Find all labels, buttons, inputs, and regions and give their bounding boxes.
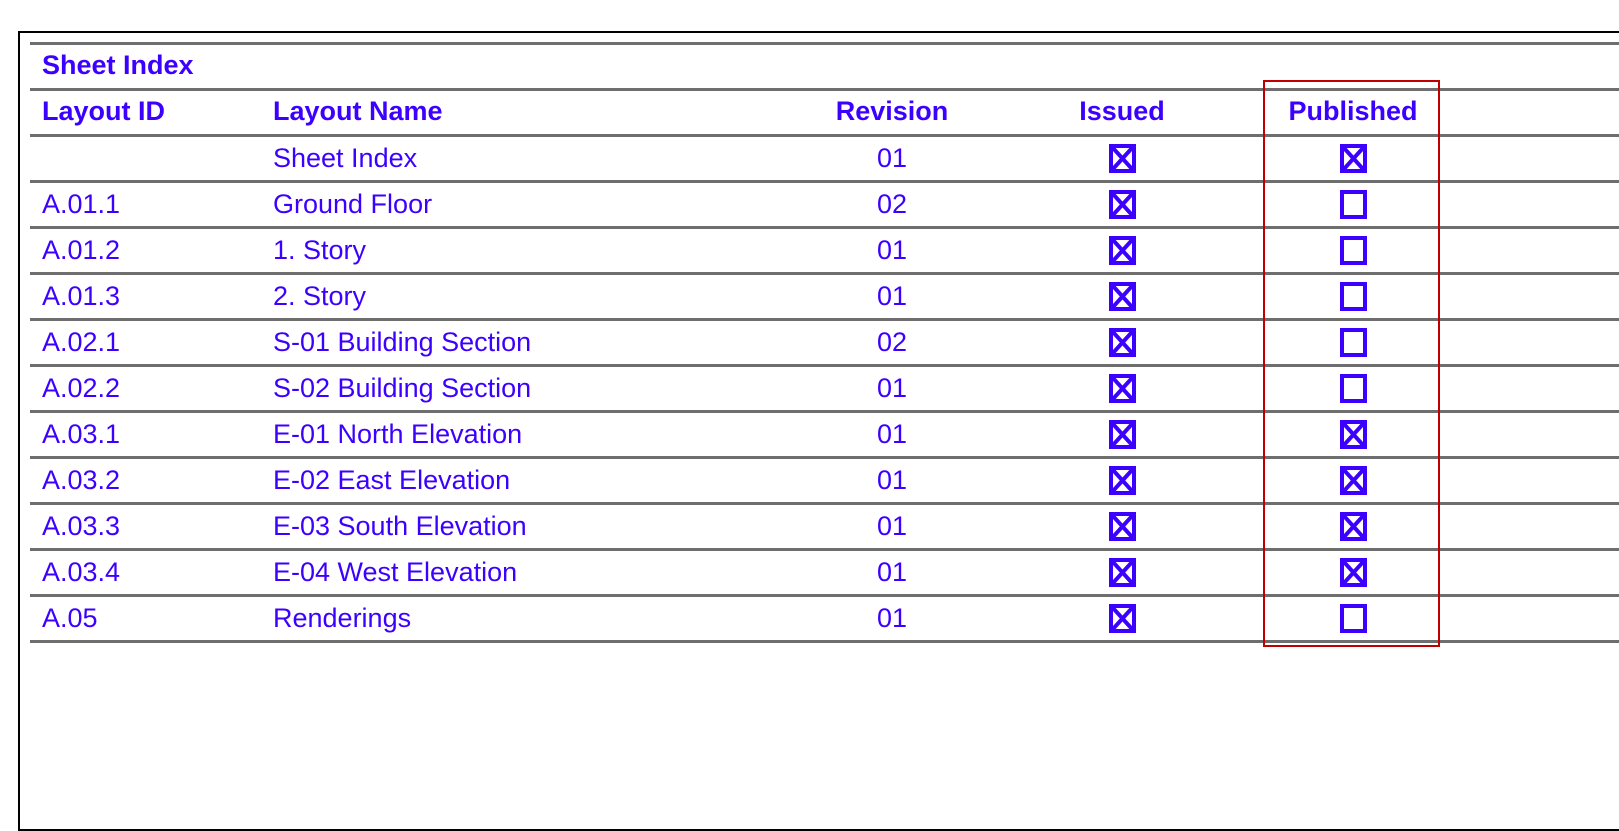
header-revision: Revision	[835, 96, 949, 126]
revision: 01	[876, 419, 908, 449]
header-layout-id: Layout ID	[42, 96, 166, 126]
layout-name: E-03 South Elevation	[273, 511, 527, 541]
layout-name: Sheet Index	[273, 143, 418, 173]
row-divider	[30, 226, 1619, 229]
published-empty-box-icon	[1340, 604, 1367, 633]
issued-checked-box-icon	[1109, 190, 1136, 219]
revision: 01	[876, 281, 908, 311]
layout-id: A.01.2	[42, 235, 121, 265]
layout-name: 1. Story	[273, 235, 367, 265]
layout-id: A.05	[42, 603, 98, 633]
published-checked-box-icon	[1340, 558, 1367, 587]
revision: 02	[876, 189, 908, 219]
layout-id: A.03.2	[42, 465, 121, 495]
layout-name: E-04 West Elevation	[273, 557, 518, 587]
layout-id: A.02.2	[42, 373, 121, 403]
layout-name: S-02 Building Section	[273, 373, 532, 403]
revision: 02	[876, 327, 908, 357]
issued-checked-box-icon	[1109, 236, 1136, 265]
issued-checked-box-icon	[1109, 466, 1136, 495]
row-divider	[30, 180, 1619, 183]
header-published: Published	[1288, 96, 1418, 126]
row-divider	[30, 502, 1619, 505]
published-checked-box-icon	[1340, 466, 1367, 495]
layout-name: E-01 North Elevation	[273, 419, 523, 449]
published-empty-box-icon	[1340, 190, 1367, 219]
revision: 01	[876, 143, 908, 173]
issued-checked-box-icon	[1109, 144, 1136, 173]
layout-name: Ground Floor	[273, 189, 433, 219]
published-empty-box-icon	[1340, 328, 1367, 357]
row-divider	[30, 594, 1619, 597]
issued-checked-box-icon	[1109, 282, 1136, 311]
layout-name: E-02 East Elevation	[273, 465, 511, 495]
issued-checked-box-icon	[1109, 374, 1136, 403]
row-divider	[30, 318, 1619, 321]
layout-id: A.03.4	[42, 557, 121, 587]
layout-id: A.02.1	[42, 327, 121, 357]
layout-name: S-01 Building Section	[273, 327, 532, 357]
row-divider	[30, 134, 1619, 137]
layout-id: A.03.1	[42, 419, 121, 449]
issued-checked-box-icon	[1109, 328, 1136, 357]
published-empty-box-icon	[1340, 282, 1367, 311]
issued-checked-box-icon	[1109, 558, 1136, 587]
row-divider	[30, 410, 1619, 413]
layout-id: A.01.3	[42, 281, 121, 311]
revision: 01	[876, 465, 908, 495]
table-title: Sheet Index	[42, 50, 194, 80]
revision: 01	[876, 373, 908, 403]
revision: 01	[876, 235, 908, 265]
header-issued: Issued	[1079, 96, 1165, 126]
published-checked-box-icon	[1340, 144, 1367, 173]
revision: 01	[876, 603, 908, 633]
revision: 01	[876, 557, 908, 587]
row-divider	[30, 548, 1619, 551]
published-empty-box-icon	[1340, 236, 1367, 265]
published-empty-box-icon	[1340, 374, 1367, 403]
issued-checked-box-icon	[1109, 420, 1136, 449]
layout-id: A.01.1	[42, 189, 121, 219]
row-divider	[30, 640, 1619, 643]
published-checked-box-icon	[1340, 512, 1367, 541]
layout-name: 2. Story	[273, 281, 367, 311]
layout-id: A.03.3	[42, 511, 121, 541]
row-divider	[30, 42, 1619, 45]
issued-checked-box-icon	[1109, 604, 1136, 633]
row-divider	[30, 88, 1619, 91]
issued-checked-box-icon	[1109, 512, 1136, 541]
layout-name: Renderings	[273, 603, 412, 633]
header-layout-name: Layout Name	[273, 96, 443, 126]
row-divider	[30, 364, 1619, 367]
published-checked-box-icon	[1340, 420, 1367, 449]
row-divider	[30, 456, 1619, 459]
published-column-highlight	[1263, 80, 1440, 647]
revision: 01	[876, 511, 908, 541]
row-divider	[30, 272, 1619, 275]
